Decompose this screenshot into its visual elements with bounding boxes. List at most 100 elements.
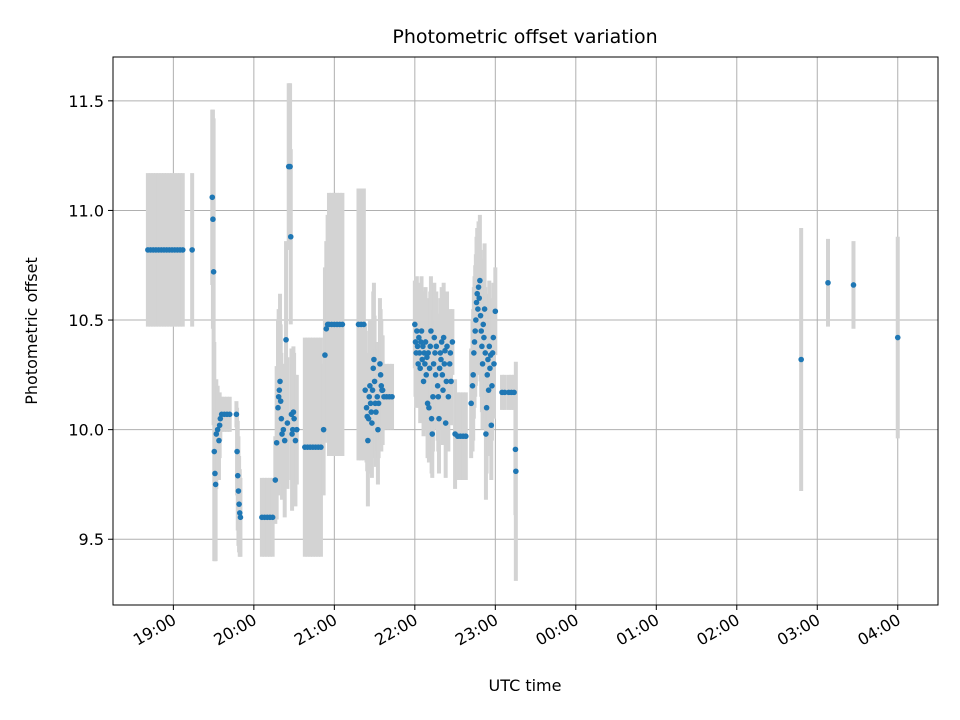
data-point	[275, 393, 282, 400]
data-point	[377, 361, 383, 367]
data-point	[894, 334, 901, 341]
data-point	[418, 339, 424, 345]
data-point	[489, 350, 496, 356]
data-point	[512, 446, 519, 453]
data-point	[362, 387, 368, 393]
data-point	[216, 422, 223, 429]
data-point	[323, 326, 330, 332]
data-point	[471, 350, 477, 356]
data-point	[289, 426, 296, 433]
data-point	[441, 361, 448, 367]
data-point	[434, 383, 441, 389]
data-point	[440, 387, 446, 393]
data-point	[320, 426, 327, 433]
data-point	[481, 306, 488, 312]
data-point	[417, 365, 423, 372]
data-point	[486, 343, 493, 350]
data-point	[212, 470, 218, 477]
data-point	[322, 352, 328, 358]
data-point	[448, 378, 454, 385]
data-point	[422, 339, 429, 345]
data-point	[442, 347, 448, 354]
data-point	[318, 444, 324, 450]
data-point	[426, 365, 433, 372]
data-point	[278, 415, 285, 422]
data-point	[449, 339, 456, 345]
data-point	[290, 409, 297, 415]
data-point	[211, 448, 218, 455]
data-point	[284, 420, 291, 426]
data-point	[492, 308, 499, 315]
data-point	[214, 426, 221, 433]
data-point	[436, 365, 443, 372]
data-point	[447, 350, 454, 356]
data-point	[472, 328, 478, 334]
data-point	[339, 321, 346, 328]
data-point	[430, 361, 437, 367]
data-point	[365, 437, 371, 444]
data-point	[216, 437, 222, 444]
data-point	[291, 415, 297, 422]
data-point	[420, 378, 427, 385]
data-point	[415, 361, 421, 367]
data-point	[439, 372, 446, 378]
data-point	[475, 284, 482, 290]
data-point	[421, 350, 428, 356]
data-point	[367, 383, 373, 389]
data-point	[287, 163, 293, 170]
data-point	[269, 514, 276, 521]
data-point	[418, 328, 425, 334]
data-point	[234, 448, 240, 455]
plot-frame	[112, 56, 939, 606]
data-point	[476, 295, 483, 301]
data-point	[365, 415, 372, 422]
data-point	[487, 365, 493, 372]
data-points	[145, 163, 901, 521]
data-point	[363, 404, 370, 411]
data-point	[491, 361, 497, 367]
data-point	[437, 350, 444, 356]
data-point	[283, 336, 289, 343]
data-point	[478, 328, 485, 334]
data-point	[369, 387, 376, 393]
data-point	[377, 372, 384, 378]
data-point	[293, 426, 300, 433]
data-point	[473, 299, 480, 306]
data-point	[430, 393, 436, 400]
x-axis-label: UTC time	[489, 676, 562, 695]
data-point	[281, 437, 288, 444]
data-point	[234, 472, 241, 479]
data-point	[446, 361, 453, 367]
data-point	[479, 361, 486, 367]
data-point	[277, 378, 283, 385]
data-point	[369, 420, 375, 426]
data-point	[209, 194, 216, 201]
data-point	[463, 433, 469, 440]
data-point	[438, 356, 444, 363]
data-point	[236, 501, 242, 507]
data-point	[292, 437, 299, 444]
data-point	[482, 350, 489, 356]
y-tick-label: 11.0	[68, 201, 104, 220]
data-point	[371, 356, 377, 363]
data-point	[217, 415, 224, 422]
data-point	[443, 378, 450, 385]
data-point	[483, 404, 490, 411]
data-point	[370, 365, 377, 372]
y-tick-label: 9.5	[79, 530, 104, 549]
data-point	[233, 411, 240, 418]
data-point	[236, 510, 243, 516]
data-point	[375, 426, 381, 433]
data-point	[433, 343, 440, 350]
data-point	[429, 431, 436, 437]
data-point	[414, 343, 421, 350]
data-point	[424, 354, 430, 361]
data-point	[378, 383, 385, 389]
data-point	[468, 400, 474, 407]
y-tick-label: 10.5	[68, 311, 104, 330]
data-point	[422, 361, 428, 367]
data-point	[189, 247, 195, 253]
data-point	[470, 372, 476, 378]
data-point	[442, 420, 449, 426]
